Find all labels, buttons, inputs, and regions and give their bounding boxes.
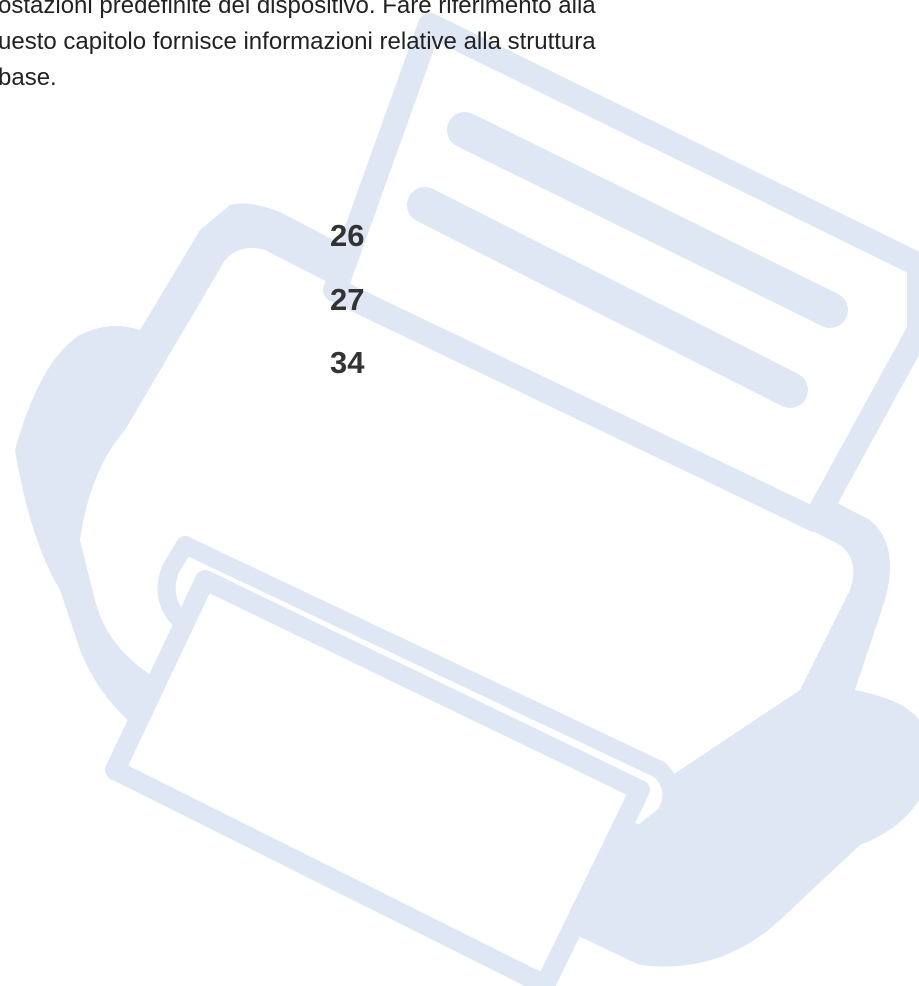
printer-illustration bbox=[0, 0, 919, 986]
body-text: uesto capitolo fornisce informazioni rel… bbox=[0, 28, 596, 56]
body-text: base. bbox=[0, 64, 57, 92]
page-number: 34 bbox=[330, 345, 364, 381]
page-number: 26 bbox=[330, 218, 364, 254]
document-page: ostazioni predefinite del dispositivo. F… bbox=[0, 0, 919, 986]
body-text: ostazioni predefinite del dispositivo. F… bbox=[0, 0, 596, 20]
page-number: 27 bbox=[330, 282, 364, 318]
